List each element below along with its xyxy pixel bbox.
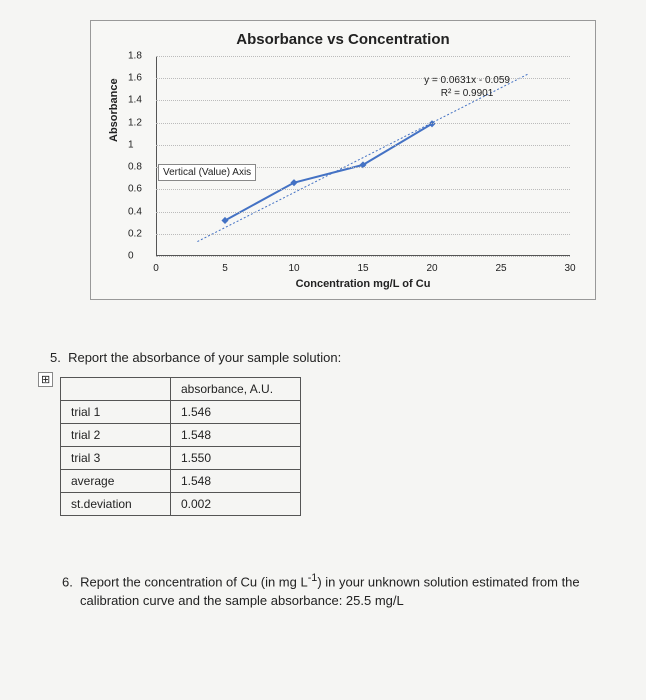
grid-line-h: [156, 256, 570, 257]
equation-line-2: R² = 0.9901: [424, 87, 510, 100]
table-row: trial 21.548: [61, 424, 301, 447]
grid-line-h: [156, 100, 570, 101]
table-header-row: absorbance, A.U.: [61, 378, 301, 401]
grid-line-h: [156, 212, 570, 213]
grid-line-h: [156, 189, 570, 190]
table-header-blank: [61, 378, 171, 401]
y-axis-label: Absorbance: [108, 78, 120, 142]
cell-value: 1.550: [171, 447, 301, 470]
chart-panel: Absorbance vs Concentration Absorbance 0…: [90, 20, 596, 300]
cell-label: trial 1: [61, 401, 171, 424]
anchor-icon: ⊞: [38, 372, 53, 387]
cell-label: st.deviation: [61, 493, 171, 516]
y-tick-label: 1: [128, 139, 134, 150]
x-tick-label: 0: [153, 263, 159, 274]
y-tick-label: 1.4: [128, 95, 142, 106]
x-tick-label: 5: [222, 263, 228, 274]
x-tick-label: 30: [564, 263, 575, 274]
cell-label: trial 2: [61, 424, 171, 447]
trendline-equation: y = 0.0631x - 0.059 R² = 0.9901: [424, 74, 510, 100]
cell-label: trial 3: [61, 447, 171, 470]
q5-text: Report the absorbance of your sample sol…: [68, 350, 341, 365]
table-row: average1.548: [61, 470, 301, 493]
x-tick-label: 25: [495, 263, 506, 274]
table-row: trial 31.550: [61, 447, 301, 470]
y-tick-label: 0: [128, 251, 134, 262]
grid-line-h: [156, 123, 570, 124]
q6-sup: -1: [308, 572, 318, 584]
x-axis-label: Concentration mg/L of Cu: [146, 278, 580, 290]
y-tick-label: 1.8: [128, 51, 142, 62]
absorbance-table: absorbance, A.U. trial 11.546 trial 21.5…: [60, 377, 301, 516]
chart-title: Absorbance vs Concentration: [106, 31, 580, 48]
x-tick-label: 10: [288, 263, 299, 274]
y-tick-label: 0.4: [128, 206, 142, 217]
table-row: st.deviation0.002: [61, 493, 301, 516]
chart-plot-area: Absorbance 00.20.40.60.811.21.41.61.8051…: [156, 56, 570, 256]
q6-number: 6.: [62, 574, 73, 589]
cell-value: 1.548: [171, 424, 301, 447]
equation-line-1: y = 0.0631x - 0.059: [424, 74, 510, 87]
y-tick-label: 1.2: [128, 117, 142, 128]
cell-value: 1.548: [171, 470, 301, 493]
grid-line-h: [156, 56, 570, 57]
y-tick-label: 0.8: [128, 162, 142, 173]
y-tick-label: 0.2: [128, 228, 142, 239]
axis-tooltip: Vertical (Value) Axis: [158, 164, 256, 181]
x-tick-label: 20: [426, 263, 437, 274]
table-header-abs: absorbance, A.U.: [171, 378, 301, 401]
cell-value: 1.546: [171, 401, 301, 424]
grid-line-h: [156, 234, 570, 235]
cell-label: average: [61, 470, 171, 493]
question-6: 6. Report the concentration of Cu (in mg…: [62, 571, 586, 610]
question-5: 5. Report the absorbance of your sample …: [50, 350, 616, 365]
y-tick-label: 0.6: [128, 184, 142, 195]
x-tick-label: 15: [357, 263, 368, 274]
grid-line-h: [156, 145, 570, 146]
table-row: trial 11.546: [61, 401, 301, 424]
cell-value: 0.002: [171, 493, 301, 516]
q6-text-1: Report the concentration of Cu (in mg L: [80, 574, 308, 589]
q5-number: 5.: [50, 350, 61, 365]
y-tick-label: 1.6: [128, 73, 142, 84]
